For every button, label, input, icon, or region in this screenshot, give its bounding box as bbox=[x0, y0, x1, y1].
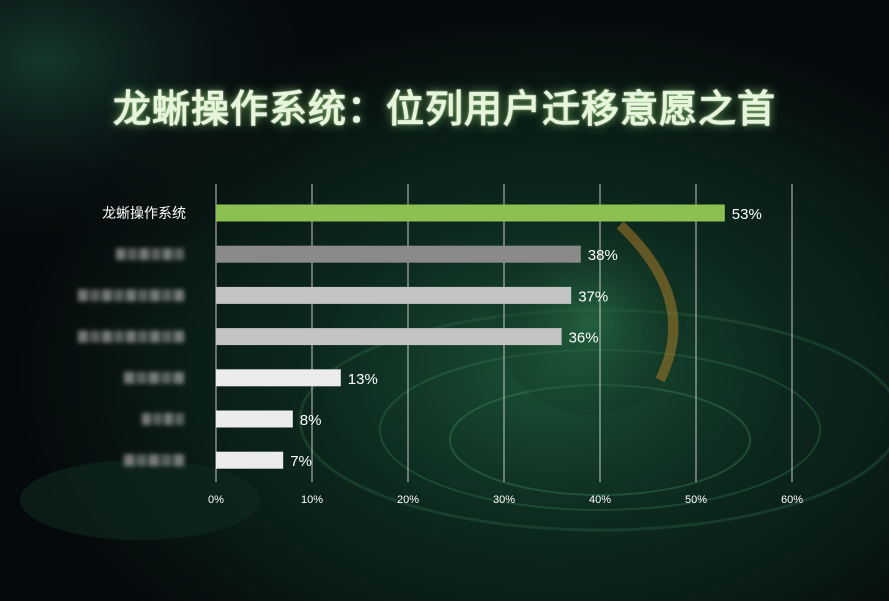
x-tick-label: 20% bbox=[397, 494, 419, 506]
bar bbox=[216, 369, 341, 387]
bar bbox=[216, 204, 725, 222]
bars bbox=[216, 204, 725, 469]
bar-value-label: 53% bbox=[732, 206, 762, 223]
bar-value-label: 37% bbox=[578, 288, 608, 305]
bar bbox=[216, 451, 284, 469]
bar bbox=[216, 245, 581, 263]
chart-title: 龙蜥操作系统：位列用户迁移意愿之首 bbox=[112, 87, 776, 131]
category-label: 龙蜥操作系统 bbox=[102, 206, 186, 222]
bar bbox=[216, 410, 293, 428]
x-tick-label: 10% bbox=[301, 494, 323, 506]
blurred-category-label bbox=[124, 371, 184, 384]
blurred-category-label bbox=[124, 454, 184, 467]
x-tick-label: 40% bbox=[589, 494, 611, 506]
bar bbox=[216, 286, 572, 304]
x-tick-label: 30% bbox=[493, 494, 515, 506]
blurred-category-label bbox=[78, 330, 184, 343]
x-tick-label: 0% bbox=[208, 494, 224, 506]
bar-value-label: 38% bbox=[588, 247, 618, 264]
bar-value-label: 13% bbox=[348, 371, 378, 388]
bar-value-label: 7% bbox=[290, 453, 312, 470]
x-tick-label: 60% bbox=[781, 494, 803, 506]
blurred-category-label bbox=[78, 289, 184, 302]
bar-value-label: 8% bbox=[300, 412, 322, 429]
blurred-category-label bbox=[142, 413, 184, 425]
x-tick-label: 50% bbox=[685, 494, 707, 506]
labels: 0% 10% 20% 30% 40% 50% 60% 53% 龙蜥操作系统 38% 37% 36% 13… bbox=[78, 206, 803, 506]
bar-value-label: 36% bbox=[569, 330, 599, 347]
blurred-category-label bbox=[116, 248, 184, 261]
bar bbox=[216, 328, 562, 346]
